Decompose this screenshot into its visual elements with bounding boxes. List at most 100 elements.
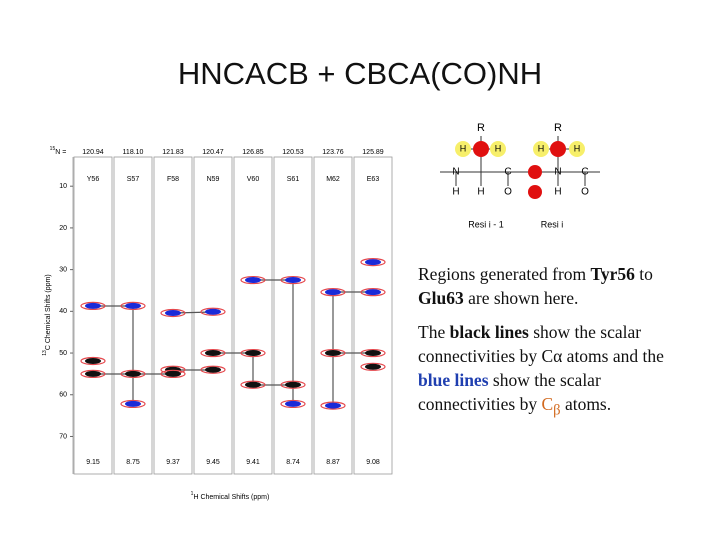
y-tick-label: 30 [59, 266, 67, 273]
peak [325, 350, 341, 357]
n-atom [528, 185, 542, 199]
residue-label: N59 [207, 176, 220, 183]
peak-group [240, 380, 266, 389]
n15-value: 126.85 [242, 149, 264, 156]
superscript: 15 [50, 146, 56, 152]
c-atom [528, 165, 542, 179]
peak-halo [280, 399, 306, 409]
y-tick-label: 40 [59, 308, 67, 315]
paragraph: Regions generated from Tyr56 to Glu63 ar… [418, 262, 678, 310]
peak-halo [320, 348, 346, 358]
peak [365, 289, 381, 296]
n15-value: 118.10 [123, 149, 144, 156]
n15-value: 120.94 [82, 149, 104, 156]
y-tick-label: 70 [59, 433, 67, 440]
y-tick-label: 20 [59, 225, 67, 232]
peak-group [320, 348, 346, 358]
spectrum: 120.94 Y56 9.15 118.10 S57 8.75 121.83 F58 9.37 1… [42, 146, 393, 501]
atom: H [452, 187, 459, 198]
peak-group [160, 308, 186, 318]
h1-value: 9.08 [366, 459, 380, 466]
atom: R [477, 122, 485, 134]
peak-halo [120, 399, 146, 409]
peak-group [200, 365, 226, 374]
text: atoms and the [562, 346, 664, 366]
strip [73, 156, 113, 475]
label: N = [55, 149, 66, 156]
peak-halo [80, 369, 106, 378]
peak-group [360, 348, 386, 358]
peak-group [280, 275, 306, 285]
strip [313, 156, 353, 475]
text: are shown here. [463, 288, 579, 308]
h1-value: 9.45 [206, 459, 220, 466]
paragraph: The black lines show the scalar connecti… [418, 320, 678, 423]
peak-halo [360, 258, 386, 267]
superscript: 1 [191, 491, 194, 497]
peak [205, 366, 221, 373]
text-block: Regions generated from Tyr56 to Glu63 ar… [418, 262, 678, 433]
peak-halo [240, 275, 266, 285]
peak [125, 302, 141, 309]
peak-halo [240, 348, 266, 358]
peak-group [120, 369, 146, 378]
peak-group [360, 362, 386, 371]
strip [353, 156, 393, 475]
h1-value: 9.15 [86, 459, 100, 466]
n15-value: 120.47 [202, 149, 224, 156]
residue-label: M62 [326, 176, 340, 183]
h1-value: 8.75 [126, 459, 140, 466]
peak-group [320, 401, 346, 410]
y-tick-label: 50 [59, 350, 67, 357]
peak [285, 400, 301, 407]
text: C [541, 394, 554, 414]
peak-group [80, 301, 106, 311]
peak-group [80, 369, 106, 378]
peak [365, 350, 381, 357]
atom: H [538, 143, 545, 153]
h1-value: 9.41 [246, 459, 260, 466]
peak [325, 402, 341, 409]
text: black lines [449, 322, 529, 342]
text: α [553, 346, 563, 366]
strip [273, 156, 313, 475]
peak-halo [200, 365, 226, 374]
peak-halo [160, 308, 186, 318]
label: H Chemical Shifts (ppm) [193, 494, 269, 501]
residue-label: Y56 [87, 176, 100, 183]
atom: O [581, 187, 589, 198]
residue-label: F58 [167, 176, 179, 183]
peak-halo [280, 380, 306, 389]
peak [165, 366, 181, 373]
atom: O [504, 187, 512, 198]
strip [113, 156, 153, 475]
peak-halo [360, 362, 386, 371]
peak-group [280, 380, 306, 389]
peak [205, 350, 221, 357]
peak-group [360, 288, 386, 297]
peak [365, 363, 381, 370]
peak [245, 277, 261, 284]
peak-halo [160, 369, 186, 378]
peak-group [200, 307, 226, 316]
peak-group [160, 369, 186, 378]
y-tick-label: 10 [59, 183, 67, 190]
atom: H [574, 143, 581, 153]
residue-label: S61 [287, 176, 300, 183]
h1-value: 8.87 [326, 459, 340, 466]
atom: C [504, 167, 511, 178]
text: β [553, 402, 561, 419]
text: atoms. [560, 394, 612, 414]
n15-value: 120.53 [282, 149, 304, 156]
strip [233, 156, 273, 475]
text: Tyr56 [590, 264, 635, 284]
n15-value: 123.76 [322, 149, 344, 156]
peak [165, 309, 181, 316]
atom: C [581, 167, 588, 178]
x-axis-label: 1H Chemical Shifts (ppm) [191, 491, 270, 501]
c-atom [473, 141, 489, 157]
peak-group [360, 258, 386, 267]
peak-halo [200, 348, 226, 358]
